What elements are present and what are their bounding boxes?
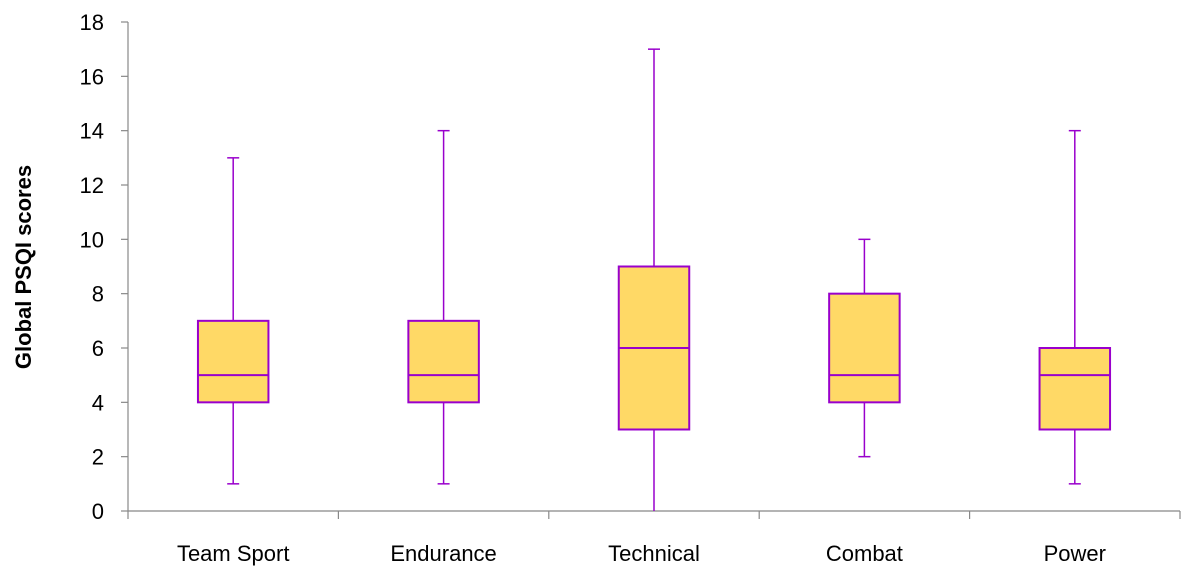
x-category-label: Technical [608,541,700,566]
box-combat [828,238,901,458]
y-tick-label: 10 [80,227,104,252]
y-tick-label: 6 [92,336,104,361]
box-team-sport [196,157,270,485]
y-tick-label: 14 [80,119,104,144]
y-tick-label: 16 [80,64,104,89]
y-tick-label: 0 [92,499,104,524]
iqr-box [1038,347,1112,431]
iqr-box [196,319,270,404]
y-tick-label: 2 [92,445,104,470]
box-power [1038,129,1112,485]
y-tick-label: 18 [80,10,104,35]
y-tick-label: 12 [80,173,104,198]
x-category-label: Power [1044,541,1106,566]
box-technical [617,48,691,511]
y-tick-label: 8 [92,282,104,307]
iqr-box [407,319,480,404]
x-category-label: Team Sport [177,541,290,566]
iqr-box [828,292,901,404]
box-endurance [407,129,480,485]
y-axis-title: Global PSQI scores [11,165,36,369]
boxes [196,48,1112,511]
x-category-label: Endurance [390,541,496,566]
x-category-label: Combat [826,541,903,566]
y-tick-label: 4 [92,390,104,415]
axes: 0 2 4 6 8 10 12 14 16 18 Team Sport Endurance Techni… [80,10,1181,566]
